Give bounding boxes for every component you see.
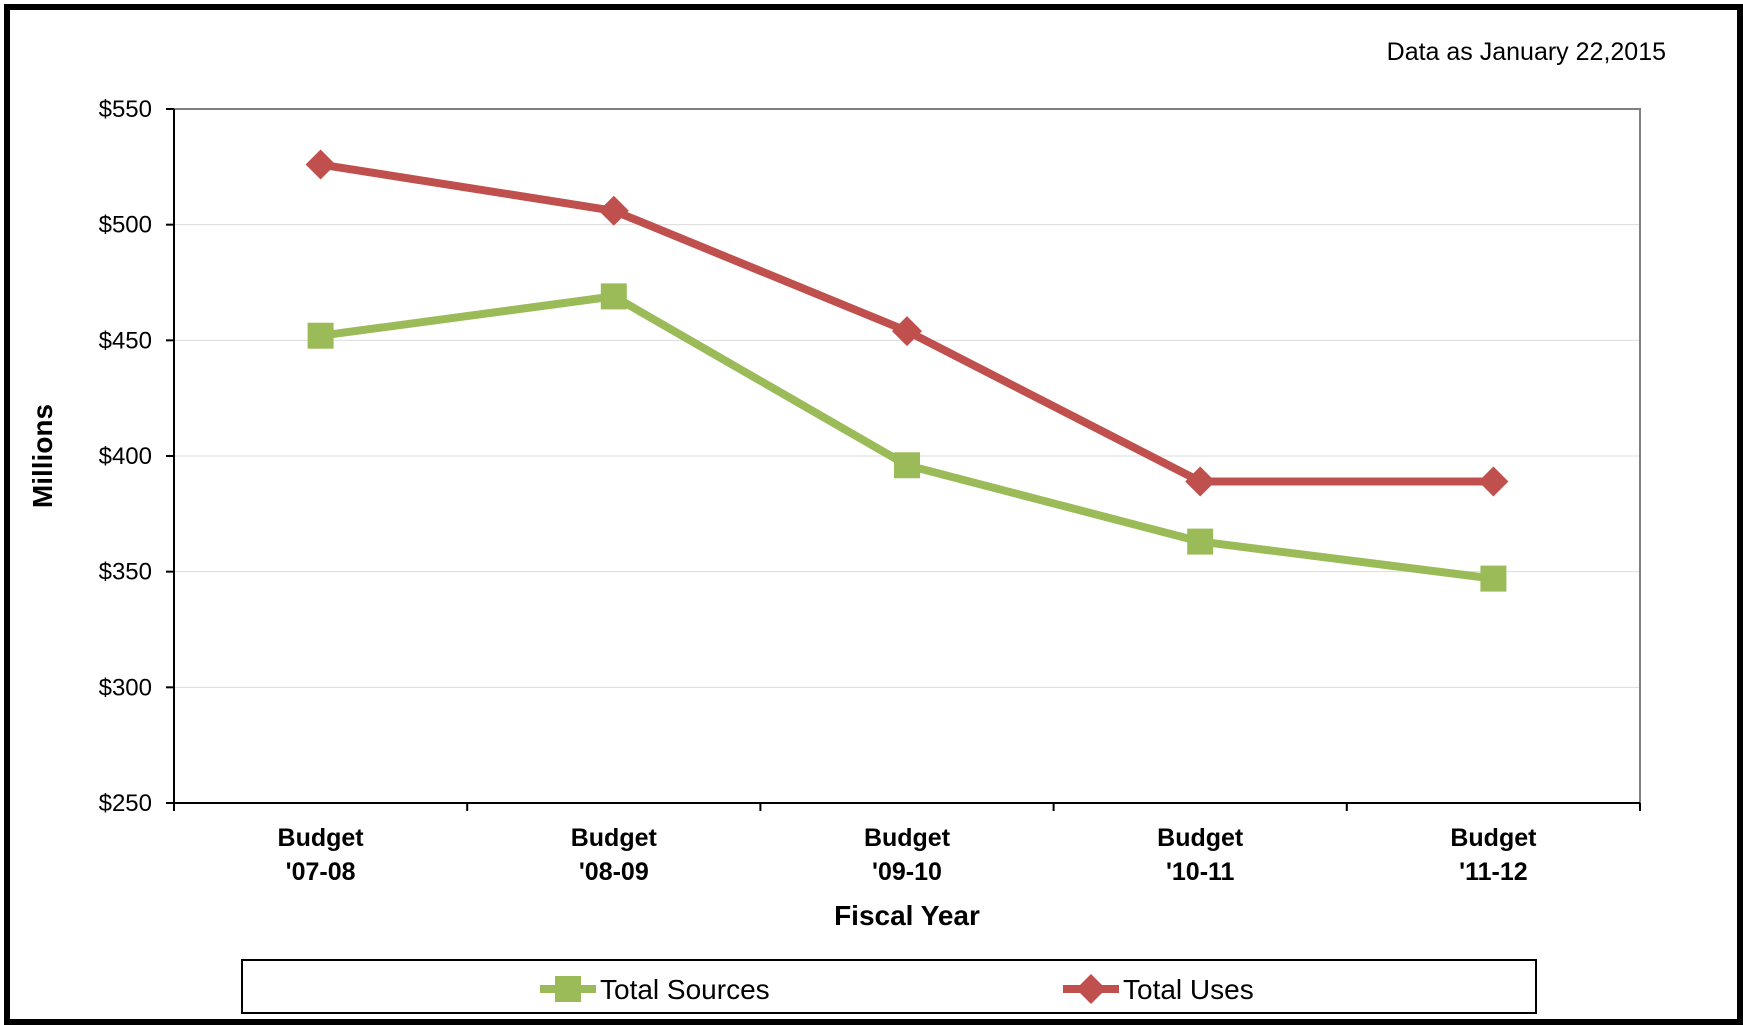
legend-entries: Total Sources Total Uses — [540, 974, 1254, 1005]
y-tick-label: $300 — [99, 674, 152, 701]
legend-label: Total Uses — [1123, 974, 1254, 1005]
legend-label: Total Sources — [600, 974, 770, 1005]
y-axis-title: Millions — [27, 404, 58, 508]
x-tick-label: Budget '09-10 — [864, 824, 951, 886]
data-point-total-sources — [307, 322, 334, 349]
data-point-total-sources — [894, 452, 920, 479]
legend-item-total-sources: Total Sources — [540, 974, 770, 1005]
x-tick-label: Budget '10-11 — [1157, 824, 1244, 886]
legend — [241, 959, 1537, 1014]
data-point-total-uses — [305, 149, 336, 180]
y-tick-label: $450 — [99, 327, 152, 354]
y-tick-label: $350 — [99, 559, 152, 586]
x-tick-labels: Budget '07-08 Budget '08-09 Budget '09-10 Budg… — [278, 824, 1538, 886]
data-point-total-uses — [598, 195, 629, 226]
series-total-uses — [305, 149, 1509, 497]
y-tick-label: $550 — [99, 96, 152, 123]
data-point-total-uses — [1478, 466, 1509, 497]
x-tick-label: Budget '11-12 — [1450, 824, 1537, 886]
y-tick-label: $500 — [99, 212, 152, 239]
x-axis-title: Fiscal Year — [834, 900, 980, 931]
y-tick-label: $250 — [99, 790, 152, 817]
data-point-total-sources — [1187, 528, 1214, 555]
legend-item-total-uses: Total Uses — [1063, 974, 1254, 1005]
chart-frame: Data as January 22,2015 $250 $300 $350 $400… — [4, 4, 1743, 1025]
data-date-note: Data as January 22,2015 — [1387, 38, 1666, 66]
data-point-total-sources — [1480, 565, 1507, 592]
y-tick-labels: $250 $300 $350 $400 $450 $500 $550 — [99, 96, 152, 817]
x-tick-label: Budget '07-08 — [278, 824, 365, 886]
series-lines — [305, 149, 1509, 592]
line-chart: Data as January 22,2015 $250 $300 $350 $400… — [27, 38, 1666, 1014]
x-tick-label: Budget '08-09 — [571, 824, 658, 886]
data-point-total-sources — [600, 283, 627, 310]
series-total-sources — [307, 283, 1507, 592]
data-point-total-uses — [1185, 466, 1216, 497]
legend-swatch-marker — [1076, 974, 1106, 1004]
data-point-total-uses — [892, 316, 922, 347]
y-tick-label: $400 — [99, 443, 152, 470]
axes — [166, 108, 1641, 811]
legend-swatch-marker — [555, 976, 581, 1002]
